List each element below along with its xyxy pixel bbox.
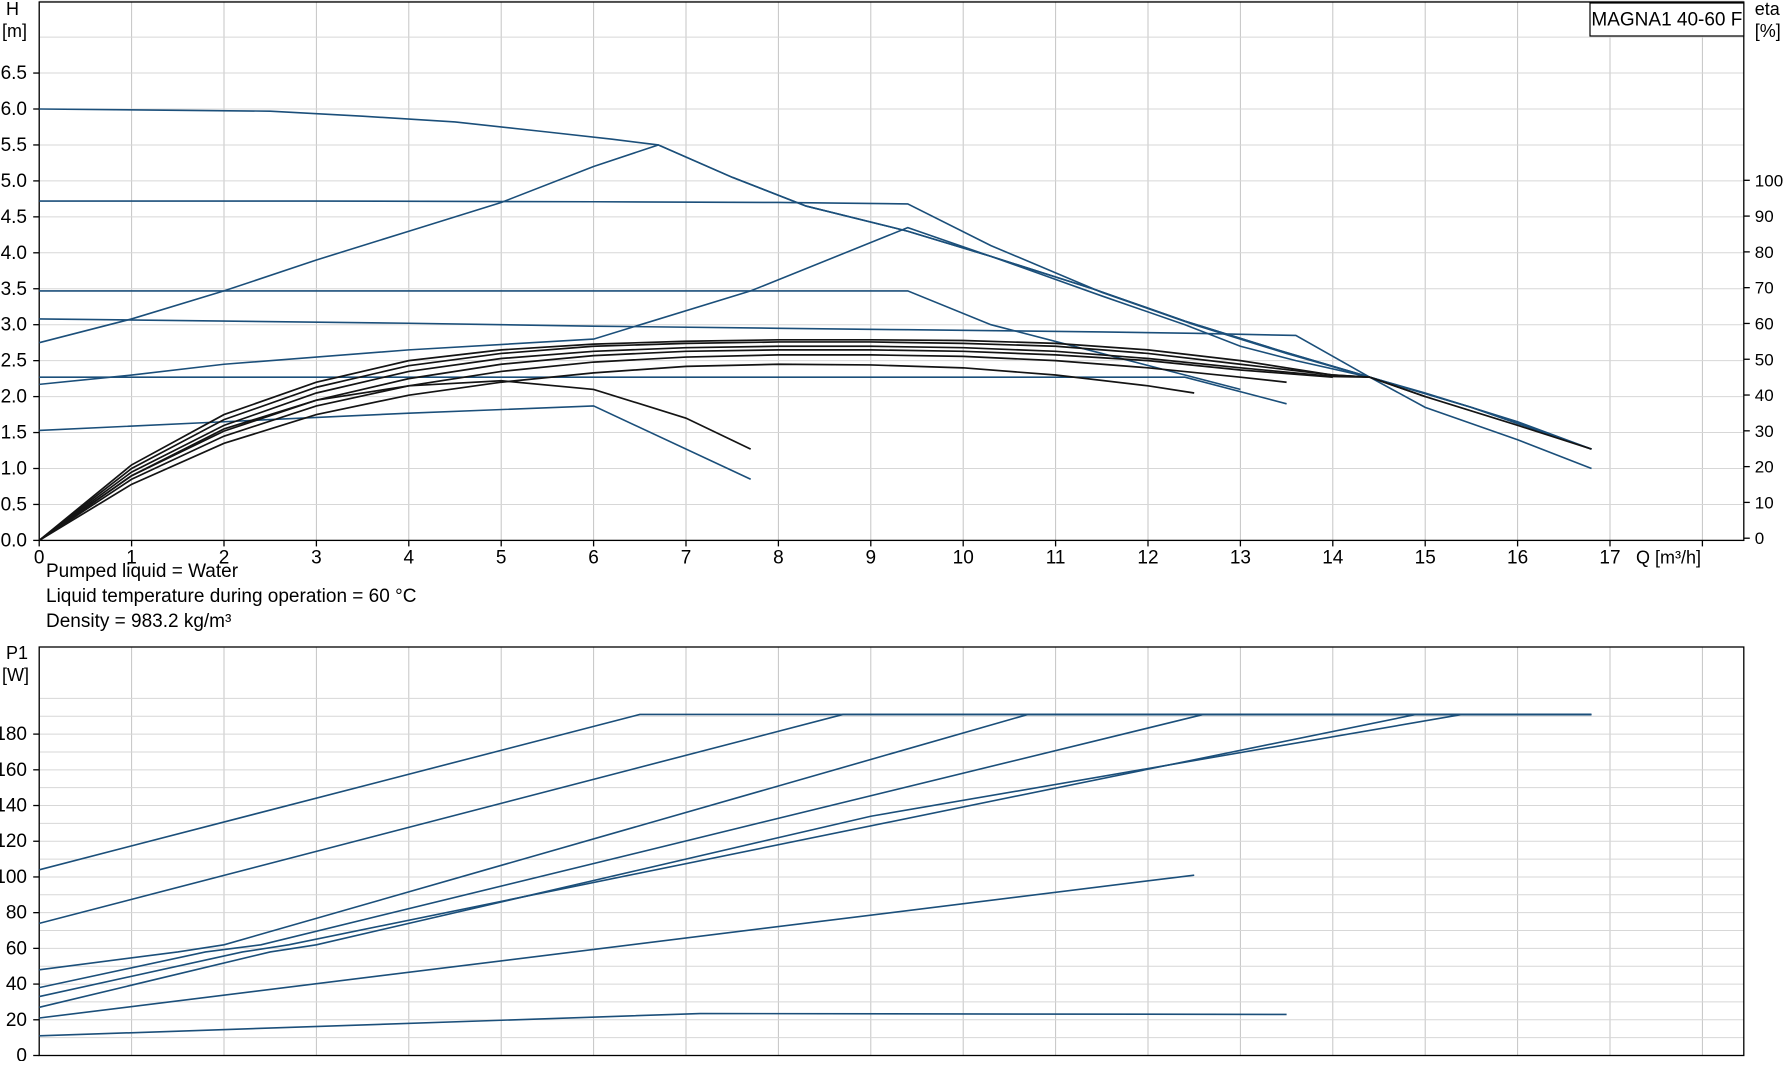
- svg-text:60: 60: [1755, 314, 1774, 333]
- svg-text:0.0: 0.0: [1, 530, 27, 551]
- svg-text:5: 5: [496, 547, 507, 568]
- svg-text:3: 3: [311, 547, 322, 568]
- svg-text:120: 120: [0, 831, 27, 852]
- svg-text:10: 10: [953, 547, 974, 568]
- svg-text:8: 8: [773, 547, 784, 568]
- svg-text:15: 15: [1415, 547, 1436, 568]
- svg-text:9: 9: [866, 547, 877, 568]
- svg-text:Pumped liquid = Water: Pumped liquid = Water: [46, 561, 239, 582]
- svg-text:140: 140: [0, 796, 27, 817]
- svg-text:Liquid temperature during oper: Liquid temperature during operation = 60…: [46, 586, 416, 607]
- svg-text:20: 20: [1755, 458, 1774, 477]
- svg-text:3.0: 3.0: [1, 315, 27, 336]
- svg-text:60: 60: [6, 938, 27, 959]
- svg-text:80: 80: [1755, 243, 1774, 262]
- svg-text:100: 100: [1755, 171, 1783, 190]
- svg-text:[m]: [m]: [2, 21, 27, 41]
- svg-text:12: 12: [1137, 547, 1158, 568]
- svg-text:16: 16: [1507, 547, 1528, 568]
- svg-text:0: 0: [34, 547, 45, 568]
- svg-text:3.5: 3.5: [1, 279, 27, 300]
- svg-text:1.5: 1.5: [1, 423, 27, 444]
- svg-text:7: 7: [681, 547, 692, 568]
- svg-text:2.5: 2.5: [1, 351, 27, 372]
- svg-text:80: 80: [6, 903, 27, 924]
- svg-text:0.5: 0.5: [1, 494, 27, 515]
- svg-text:Q [m³/h]: Q [m³/h]: [1636, 547, 1701, 567]
- svg-text:6: 6: [588, 547, 599, 568]
- svg-text:Density = 983.2 kg/m³: Density = 983.2 kg/m³: [46, 611, 231, 632]
- svg-text:0: 0: [1755, 529, 1764, 548]
- svg-text:10: 10: [1755, 493, 1774, 512]
- svg-text:P1: P1: [6, 643, 28, 663]
- svg-text:40: 40: [1755, 386, 1774, 405]
- svg-text:30: 30: [1755, 422, 1774, 441]
- svg-text:MAGNA1 40-60 F: MAGNA1 40-60 F: [1591, 10, 1742, 31]
- svg-text:13: 13: [1230, 547, 1251, 568]
- svg-text:[W]: [W]: [2, 665, 29, 685]
- svg-text:2.0: 2.0: [1, 387, 27, 408]
- svg-text:1.0: 1.0: [1, 459, 27, 480]
- svg-text:0: 0: [16, 1046, 27, 1062]
- svg-text:6.5: 6.5: [1, 63, 27, 84]
- svg-text:4.0: 4.0: [1, 243, 27, 264]
- svg-text:eta: eta: [1755, 0, 1781, 19]
- svg-text:5.5: 5.5: [1, 135, 27, 156]
- svg-text:11: 11: [1046, 547, 1066, 568]
- svg-text:90: 90: [1755, 207, 1774, 226]
- svg-text:70: 70: [1755, 279, 1774, 298]
- svg-text:180: 180: [0, 724, 27, 745]
- svg-text:H: H: [6, 0, 19, 19]
- svg-text:50: 50: [1755, 350, 1774, 369]
- svg-text:14: 14: [1322, 547, 1344, 568]
- svg-text:17: 17: [1599, 547, 1620, 568]
- svg-text:20: 20: [6, 1010, 27, 1031]
- svg-text:4.5: 4.5: [1, 207, 27, 228]
- svg-text:5.0: 5.0: [1, 171, 27, 192]
- svg-text:4: 4: [404, 547, 415, 568]
- svg-text:6.0: 6.0: [1, 99, 27, 120]
- svg-text:100: 100: [0, 867, 27, 888]
- svg-text:160: 160: [0, 760, 27, 781]
- svg-text:[%]: [%]: [1755, 21, 1781, 41]
- svg-text:40: 40: [6, 974, 27, 995]
